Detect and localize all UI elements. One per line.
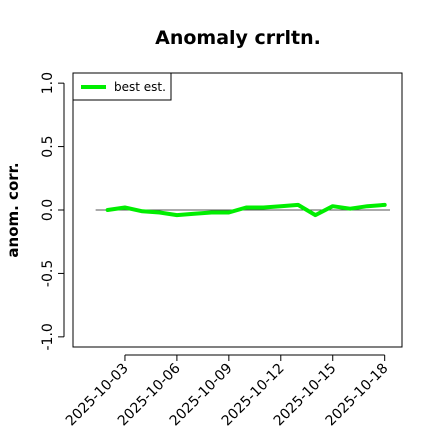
- y-tick-label: -1.0: [40, 323, 56, 350]
- chart-title: Anomaly crrltn.: [155, 27, 321, 49]
- series-line: [105, 202, 387, 218]
- y-axis-label: anom. corr.: [4, 162, 22, 257]
- y-tick-label: 0.0: [40, 199, 56, 221]
- legend-label: best est.: [114, 80, 166, 94]
- plot-frame: [72, 72, 403, 348]
- x-axis: 2025-10-032025-10-062025-10-092025-10-12…: [63, 354, 392, 429]
- series-layer: [105, 202, 387, 218]
- y-axis: -1.0 -0.5 0.0 0.5 1.0: [40, 72, 65, 351]
- y-tick-label: -0.5: [40, 260, 56, 287]
- y-tick-label: 1.0: [40, 72, 56, 94]
- legend: best est.: [72, 72, 172, 101]
- y-tick-label: 0.5: [40, 135, 56, 157]
